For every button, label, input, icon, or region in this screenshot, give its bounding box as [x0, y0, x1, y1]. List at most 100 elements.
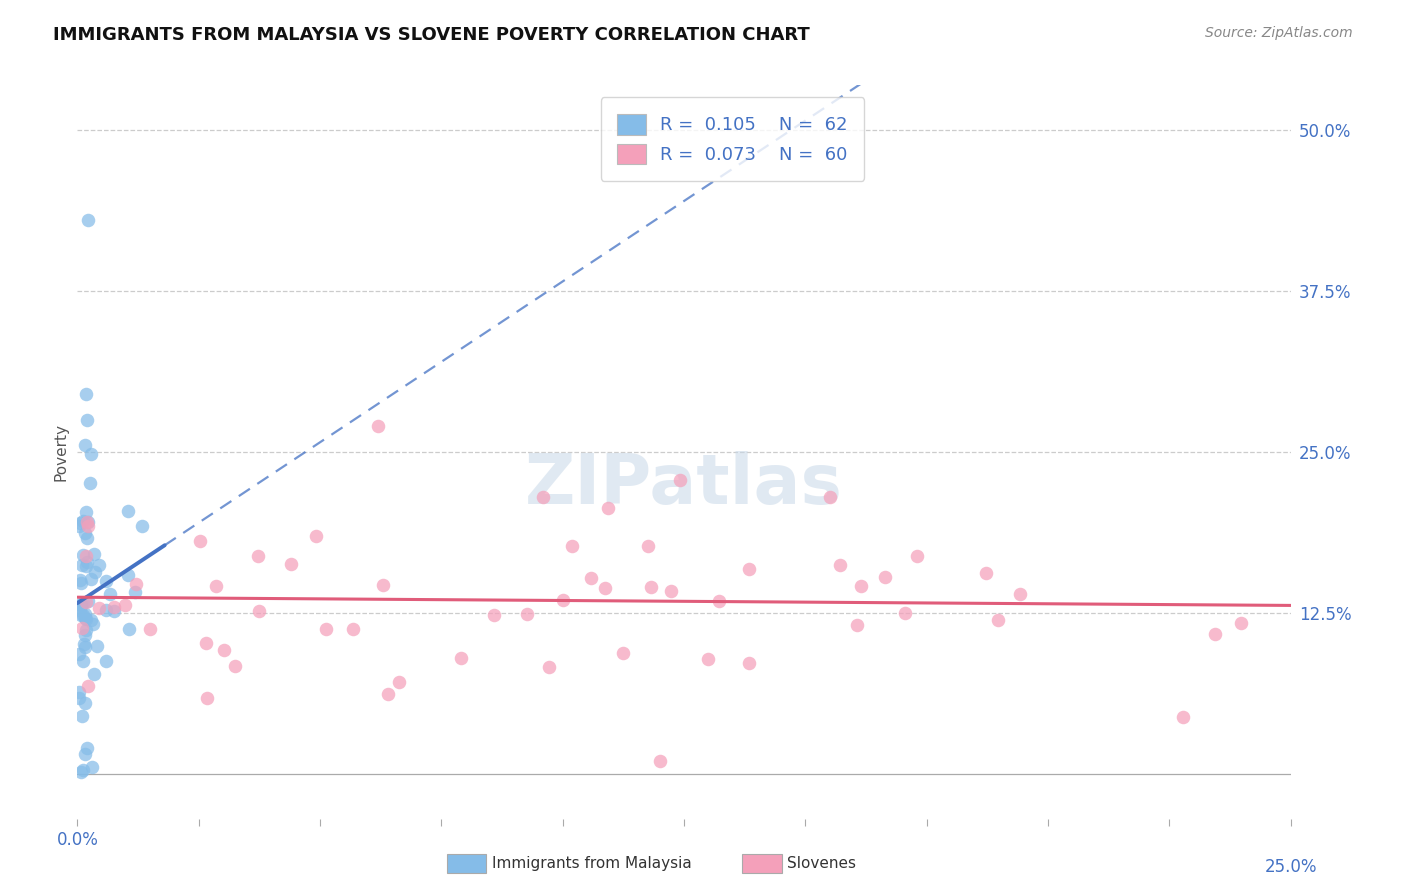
- Point: [1008, 587, 1031, 601]
- Point: [80, 613, 103, 627]
- Text: 25.0%: 25.0%: [1264, 858, 1317, 876]
- Point: [315, 622, 337, 636]
- Point: [598, 500, 620, 515]
- Point: [76, 412, 98, 426]
- Point: [103, 600, 125, 615]
- Point: [69, 575, 91, 590]
- Point: [846, 618, 869, 632]
- Point: [75, 549, 97, 563]
- Y-axis label: Poverty: Poverty: [53, 423, 69, 481]
- Point: [738, 657, 761, 671]
- Point: [976, 566, 998, 580]
- Point: [515, 607, 537, 621]
- Point: [103, 604, 125, 618]
- Point: [70, 708, 93, 723]
- Point: [818, 490, 841, 504]
- Point: [83, 547, 105, 561]
- Point: [77, 213, 100, 227]
- Point: [77, 516, 100, 530]
- Point: [450, 650, 472, 665]
- Point: [83, 667, 105, 681]
- Point: [72, 514, 94, 528]
- Point: [84, 565, 107, 579]
- Point: [371, 578, 394, 592]
- Point: [76, 515, 98, 529]
- Point: [828, 558, 851, 573]
- Text: Immigrants from Malaysia: Immigrants from Malaysia: [492, 856, 692, 871]
- Point: [77, 679, 100, 693]
- Point: [73, 627, 96, 641]
- Point: [75, 387, 97, 401]
- Point: [1173, 709, 1195, 723]
- Point: [305, 529, 328, 543]
- Point: [73, 610, 96, 624]
- Point: [117, 504, 139, 518]
- Point: [280, 557, 302, 571]
- Text: Slovenes: Slovenes: [787, 856, 856, 871]
- Point: [75, 526, 97, 541]
- Point: [67, 691, 90, 706]
- Point: [82, 617, 104, 632]
- Point: [538, 660, 561, 674]
- Point: [659, 583, 682, 598]
- Point: [76, 555, 98, 569]
- Point: [72, 763, 94, 777]
- Text: ZIPatlas: ZIPatlas: [524, 451, 844, 518]
- Point: [648, 754, 671, 768]
- Point: [1229, 615, 1251, 630]
- Point: [69, 573, 91, 587]
- Point: [75, 595, 97, 609]
- Point: [69, 603, 91, 617]
- Point: [737, 562, 759, 576]
- Point: [696, 651, 718, 665]
- Point: [214, 643, 236, 657]
- Point: [86, 639, 108, 653]
- Point: [388, 674, 411, 689]
- Point: [195, 691, 218, 706]
- Point: [188, 534, 211, 549]
- Point: [79, 476, 101, 491]
- Point: [67, 518, 90, 533]
- Point: [875, 570, 897, 584]
- Point: [125, 577, 148, 591]
- Point: [70, 597, 93, 611]
- Point: [69, 516, 91, 530]
- Point: [80, 447, 103, 461]
- Point: [80, 572, 103, 586]
- Point: [80, 760, 103, 774]
- Point: [75, 505, 97, 519]
- Point: [849, 579, 872, 593]
- Point: [139, 622, 162, 636]
- Point: [72, 608, 94, 623]
- Point: [89, 600, 111, 615]
- Point: [637, 539, 659, 553]
- Text: IMMIGRANTS FROM MALAYSIA VS SLOVENE POVERTY CORRELATION CHART: IMMIGRANTS FROM MALAYSIA VS SLOVENE POVE…: [53, 26, 810, 44]
- Point: [1204, 627, 1226, 641]
- Point: [70, 622, 93, 636]
- Point: [367, 419, 389, 434]
- Point: [581, 571, 603, 585]
- Point: [96, 654, 118, 668]
- Point: [131, 519, 153, 533]
- Legend: R =  0.105    N =  62, R =  0.073    N =  60: R = 0.105 N = 62, R = 0.073 N = 60: [600, 97, 865, 181]
- Point: [205, 579, 228, 593]
- Point: [75, 612, 97, 626]
- Point: [72, 654, 94, 668]
- Point: [249, 604, 271, 618]
- Point: [987, 613, 1010, 627]
- Point: [98, 587, 121, 601]
- Point: [73, 696, 96, 710]
- Point: [247, 549, 270, 564]
- Point: [75, 438, 97, 452]
- Point: [75, 624, 97, 638]
- Point: [553, 592, 575, 607]
- Point: [76, 532, 98, 546]
- Point: [76, 741, 98, 756]
- Point: [89, 558, 111, 573]
- Point: [905, 549, 928, 564]
- Point: [194, 636, 217, 650]
- Point: [531, 490, 554, 504]
- Point: [612, 646, 634, 660]
- Point: [77, 519, 100, 533]
- Point: [70, 608, 93, 623]
